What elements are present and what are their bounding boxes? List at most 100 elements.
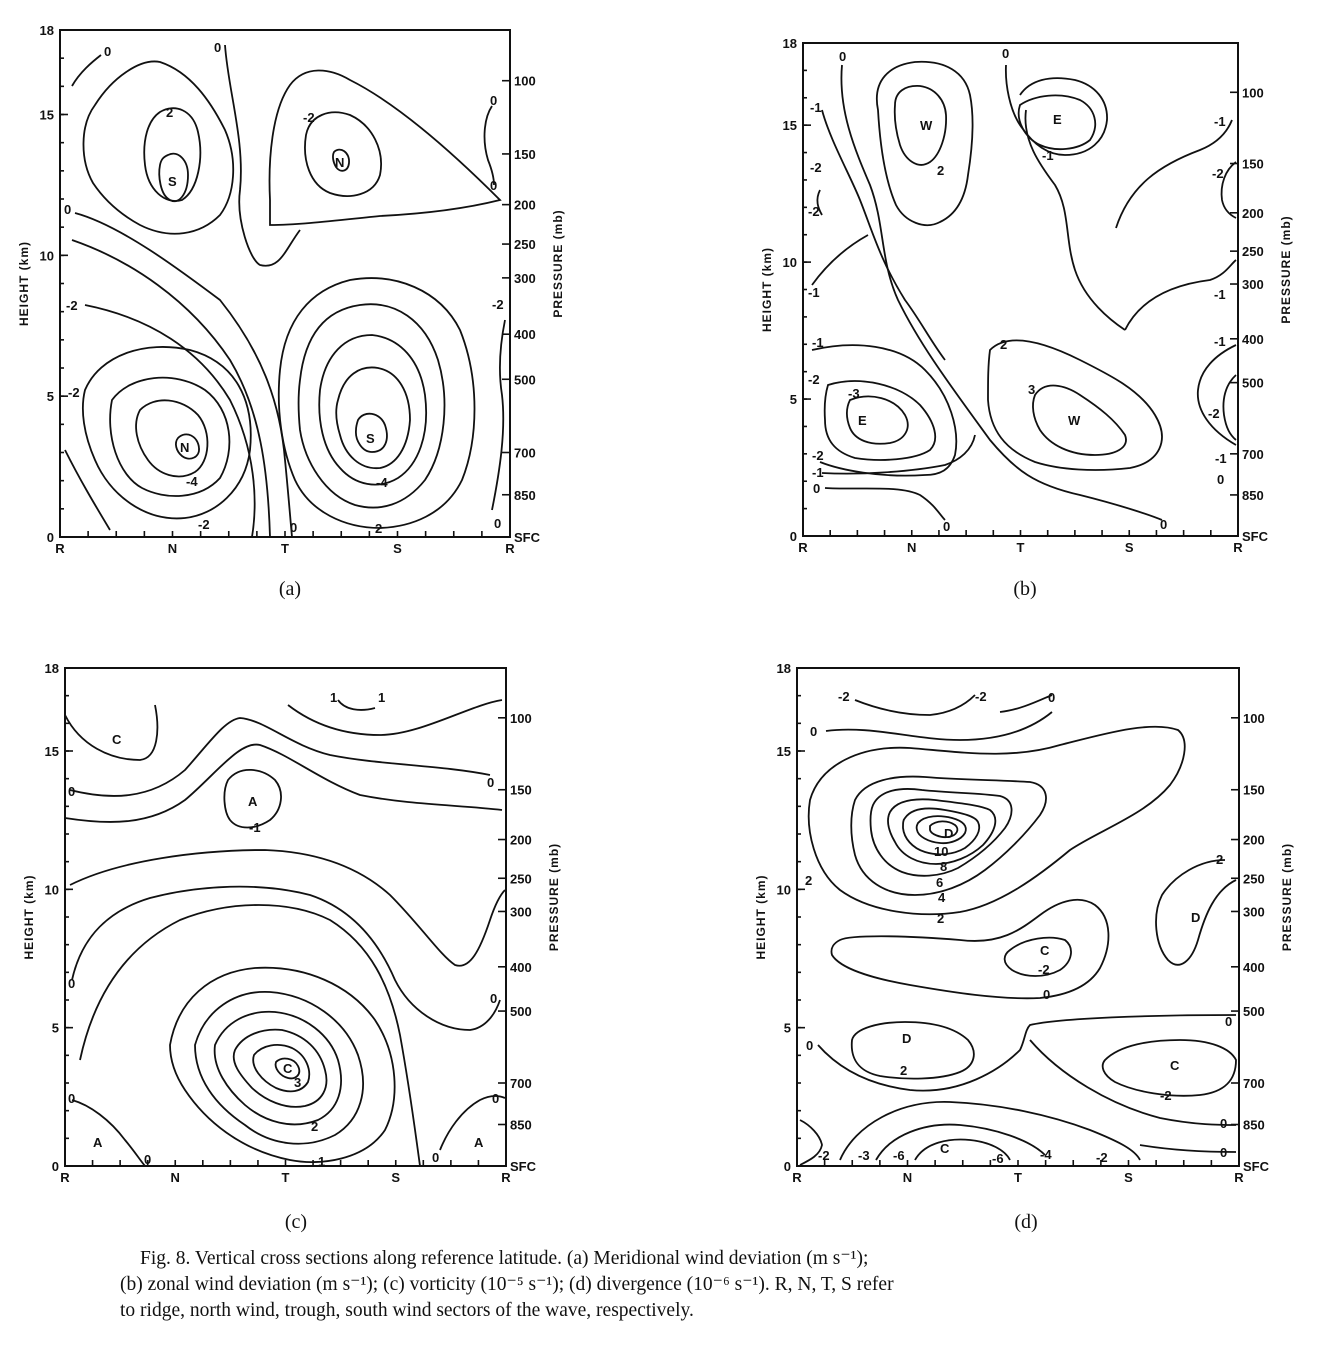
sector-tick-label: S — [391, 1170, 400, 1185]
contour-line — [287, 699, 503, 736]
contour-line — [821, 434, 976, 475]
contour-label: 0 — [64, 202, 71, 217]
pressure-tick-label: SFC — [1242, 529, 1269, 544]
contour-label: E — [1053, 112, 1062, 127]
pressure-tick-label: 400 — [510, 960, 532, 975]
pressure-tick-label: 400 — [1242, 332, 1264, 347]
panel-d-contour-labels: -2 -2 0 0 D 10 8 6 4 2 2 2 D C -2 0 0 D … — [805, 689, 1232, 1166]
contour-line — [69, 717, 491, 797]
contour-label: W — [920, 118, 933, 133]
contour-label: -2 — [808, 204, 820, 219]
height-axis-title: HEIGHT (km) — [22, 874, 36, 959]
contour-label: -1 — [808, 285, 820, 300]
contour-label: -2 — [492, 297, 504, 312]
contour-line — [869, 788, 1013, 877]
contour-label: 0 — [1043, 987, 1050, 1002]
contour-label: 0 — [1002, 46, 1009, 61]
contour-line — [840, 64, 1163, 521]
contour-label: N — [180, 440, 189, 455]
caption-line-2: (b) zonal wind deviation (m s⁻¹); (c) vo… — [120, 1274, 894, 1295]
pressure-tick-label: 100 — [1243, 711, 1265, 726]
contour-line — [213, 1010, 342, 1126]
contour-label: 2 — [937, 911, 944, 926]
contour-line — [135, 399, 209, 478]
contour-label: 0 — [214, 40, 221, 55]
contour-label: -1 — [812, 465, 824, 480]
panel-tag: (b) — [1013, 578, 1036, 600]
contour-line — [987, 339, 1163, 471]
contour-line — [839, 1101, 1141, 1161]
contour-label: D — [902, 1031, 911, 1046]
contour-label: S — [168, 174, 177, 189]
contour-label: 3 — [1028, 382, 1035, 397]
height-tick-label: 15 — [777, 744, 791, 759]
contour-label: 1 — [318, 1154, 325, 1169]
pressure-tick-label: 100 — [514, 74, 536, 89]
contour-label: 0 — [490, 93, 497, 108]
pressure-tick-label: 300 — [510, 904, 532, 919]
pressure-tick-label: 500 — [514, 372, 536, 387]
contour-label: 4 — [938, 890, 946, 905]
pressure-axis-title: PRESSURE (mb) — [551, 209, 565, 317]
pressure-tick-label: 250 — [514, 237, 536, 252]
contour-line — [297, 303, 446, 509]
sector-tick-label: R — [798, 540, 808, 555]
pressure-tick-label: 700 — [514, 446, 536, 461]
height-tick-label: 18 — [40, 23, 54, 38]
pressure-tick-label: 850 — [514, 488, 536, 503]
contour-line — [335, 366, 411, 469]
contour-line — [158, 152, 189, 203]
panel-a: 0 0 0 -2 2 S N 0 0 0 -2 -2 -2 N -4 -2 0 … — [59, 29, 511, 538]
contour-line — [850, 1021, 975, 1080]
sector-tick-label: R — [505, 541, 515, 556]
contour-line — [1101, 1039, 1237, 1097]
caption-line-3: to ridge, north wind, trough, south wind… — [120, 1300, 694, 1321]
contour-line — [82, 346, 252, 520]
contour-line — [821, 109, 946, 361]
contour-label: 0 — [144, 1152, 151, 1167]
contour-label: N — [335, 155, 344, 170]
sector-tick-label: N — [168, 541, 177, 556]
contour-line — [71, 54, 102, 87]
contour-line — [224, 44, 301, 267]
pressure-tick-label: 250 — [1242, 244, 1264, 259]
pressure-tick-label: 250 — [1243, 871, 1265, 886]
contour-label: -1 — [1042, 148, 1054, 163]
sector-tick-label: T — [281, 541, 289, 556]
pressure-tick-label: 700 — [510, 1076, 532, 1091]
pressure-tick-label: 300 — [1243, 904, 1265, 919]
height-tick-label: 10 — [40, 248, 54, 263]
sector-tick-label: R — [1234, 1170, 1244, 1185]
pressure-tick-label: 150 — [514, 147, 536, 162]
pressure-axis-title: PRESSURE (mb) — [547, 843, 561, 951]
contour-line — [1017, 94, 1097, 151]
contour-label: C — [940, 1141, 950, 1156]
height-tick-label: 0 — [47, 530, 54, 545]
contour-line — [483, 105, 495, 186]
contour-label: C — [1170, 1058, 1180, 1073]
contour-label: -2 — [1038, 962, 1050, 977]
sector-tick-label: S — [1124, 1170, 1133, 1185]
sector-tick-label: T — [1014, 1170, 1022, 1185]
contour-line — [811, 234, 869, 286]
contour-line — [274, 1057, 301, 1080]
panel-tag: (c) — [285, 1211, 307, 1233]
contour-label: 8 — [940, 859, 947, 874]
contour-line — [232, 1028, 328, 1108]
contour-label: C — [1040, 943, 1050, 958]
contour-line — [304, 111, 382, 197]
height-tick-label: 0 — [790, 529, 797, 544]
contour-line — [1220, 161, 1237, 219]
pressure-tick-label: 400 — [1243, 960, 1265, 975]
contour-line — [318, 334, 427, 486]
height-tick-label: 18 — [45, 661, 59, 676]
height-tick-label: 15 — [45, 744, 59, 759]
contour-line — [1197, 344, 1237, 446]
contour-label: 2 — [900, 1063, 907, 1078]
contour-line — [1003, 936, 1072, 977]
contour-label: 0 — [813, 481, 820, 496]
sector-tick-label: R — [792, 1170, 802, 1185]
contour-label: 0 — [1160, 517, 1167, 532]
